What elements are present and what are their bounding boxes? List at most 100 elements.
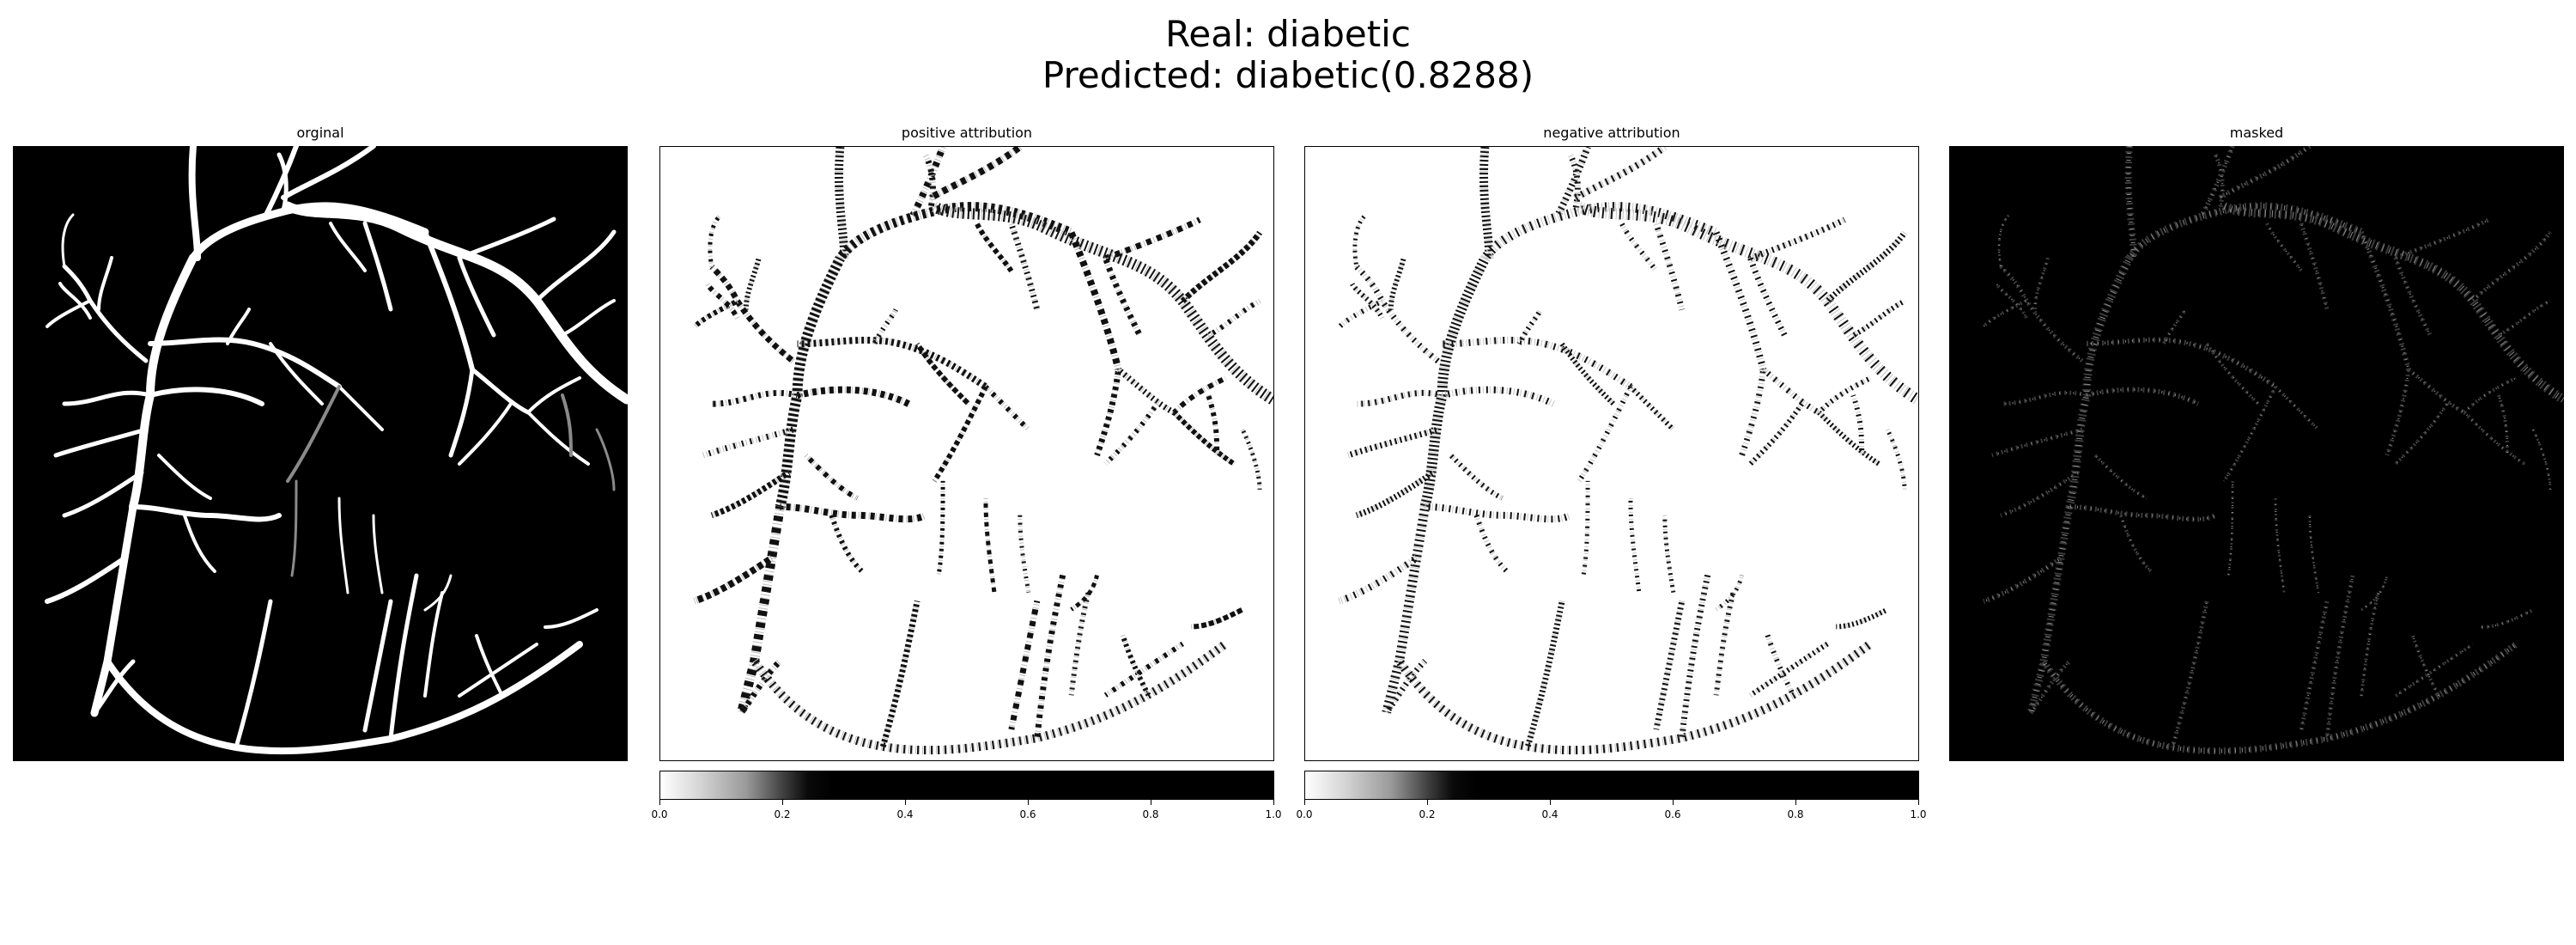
vessel-segment	[1103, 402, 1159, 466]
vessel-segment	[2222, 386, 2277, 483]
vessel-segment	[234, 599, 273, 750]
vessel-segment	[148, 337, 342, 389]
vessel-segment	[2407, 368, 2466, 415]
vessel-segment	[2498, 299, 2551, 337]
vessel-segment	[157, 454, 212, 500]
vessel-segment	[526, 376, 581, 414]
vessel-segment	[423, 574, 453, 612]
vessel-segment	[1352, 214, 1367, 268]
vessel-segment	[1350, 282, 1385, 320]
vessel-segment	[475, 634, 504, 698]
vessel-segment	[2464, 377, 2517, 413]
figure-title-predicted: Predicted: diabetic(0.8288)	[1042, 54, 1534, 96]
vessel-segment	[2360, 592, 2380, 697]
vessel-segment	[2394, 643, 2475, 698]
vessel-segment	[561, 393, 573, 457]
vessel-segment	[804, 453, 859, 501]
panel-title-original: orginal	[296, 125, 344, 141]
positive-colorbar-ticks: 0.0 0.2 0.4 0.6 0.8 1.0	[651, 800, 1282, 826]
vessel-segment	[1653, 600, 1686, 730]
vessel-segment	[1817, 411, 1880, 466]
vessel-segment	[188, 146, 201, 261]
vessel-segment	[932, 385, 988, 483]
vessel-segment	[936, 480, 945, 576]
vessel-segment	[2120, 515, 2152, 572]
vessel-segment	[797, 336, 988, 390]
vessel-segment	[1116, 367, 1176, 416]
colorbar-tick	[1273, 800, 1274, 805]
colorbar-tick	[1673, 800, 1674, 805]
vessel-segment	[2065, 255, 2134, 509]
vessel-segment	[1338, 555, 1419, 605]
vessel-segment	[423, 591, 444, 698]
vessel-segment	[2275, 386, 2319, 430]
vessel-segment	[928, 147, 1023, 202]
vessel-segment	[775, 255, 845, 509]
positive-attribution-map	[692, 147, 1273, 755]
vessel-segment	[46, 299, 92, 328]
vessel-segment	[932, 385, 988, 483]
vessel-segment	[2034, 257, 2049, 310]
vessel-segment	[1442, 336, 1633, 390]
vessel-segment	[1747, 257, 1788, 337]
vessel-segment	[458, 402, 513, 466]
vessel-segment	[148, 387, 264, 406]
vessel-segment	[708, 214, 722, 268]
vessel-segment	[1577, 201, 1918, 405]
vessel-segment	[1817, 375, 1872, 415]
colorbar-tick	[659, 800, 660, 805]
negative-attribution-image	[1304, 146, 1919, 761]
vessel-segment	[1103, 641, 1184, 698]
vessel-segment	[932, 201, 1273, 405]
vessel-segment	[796, 386, 910, 407]
vessel-segment	[737, 505, 786, 714]
negative-colorbar	[1304, 771, 1919, 800]
vessel-segment	[1441, 386, 1555, 407]
vessel-segment	[1739, 369, 1766, 457]
vessel-segment	[1180, 230, 1262, 303]
vessel-segment	[1653, 600, 1686, 730]
vessel-segment	[2222, 203, 2564, 403]
vessel-segment	[1018, 515, 1031, 593]
vessel-segment	[45, 556, 127, 604]
vessel-segment	[1172, 411, 1236, 466]
vessel-segment	[2163, 308, 2186, 344]
vessel-segment	[1473, 514, 1509, 573]
vessel-segment	[2385, 369, 2411, 456]
negative-attribution-map	[1337, 147, 1918, 755]
vessel-segment	[1191, 607, 1244, 630]
vessel-segment	[2471, 230, 2553, 302]
vessel-segment	[1449, 453, 1504, 501]
vessel-segment	[1034, 574, 1066, 739]
vessel-segment	[1748, 641, 1829, 698]
vessel-segment	[362, 221, 393, 312]
vessel-segment	[1480, 202, 1718, 261]
vessel-segment	[1191, 607, 1244, 630]
vessel-segment	[936, 480, 945, 576]
vessel-segment	[711, 389, 799, 407]
vessel-segment	[914, 342, 971, 406]
vessel-segment	[750, 640, 1229, 755]
vessel-segment	[1836, 607, 1889, 630]
vessel-segment	[1172, 375, 1227, 415]
vessel-segment	[1516, 308, 1543, 345]
vessel-segment	[2275, 497, 2285, 594]
vessel-segment	[1206, 394, 1220, 455]
vessel-segment	[738, 658, 783, 715]
vessel-segment	[1712, 231, 1767, 371]
vessel-segment	[705, 282, 740, 320]
vessel-segment	[2463, 411, 2526, 466]
panel-title-masked: masked	[2229, 125, 2284, 141]
vessel-segment	[97, 256, 113, 311]
vessel-segment	[2274, 385, 2320, 431]
vessel-segment	[2086, 338, 2276, 388]
vessel-segment	[329, 222, 367, 272]
original-retina-image	[13, 146, 628, 761]
positive-colorbar	[659, 771, 1274, 800]
colorbar-tick-label: 0.2	[1419, 808, 1436, 820]
vessel-segment	[183, 514, 216, 573]
vessel-segment	[879, 600, 920, 748]
vessel-segment	[1103, 257, 1143, 337]
vessel-segment	[702, 426, 794, 459]
vessel-segment	[1577, 385, 1633, 483]
